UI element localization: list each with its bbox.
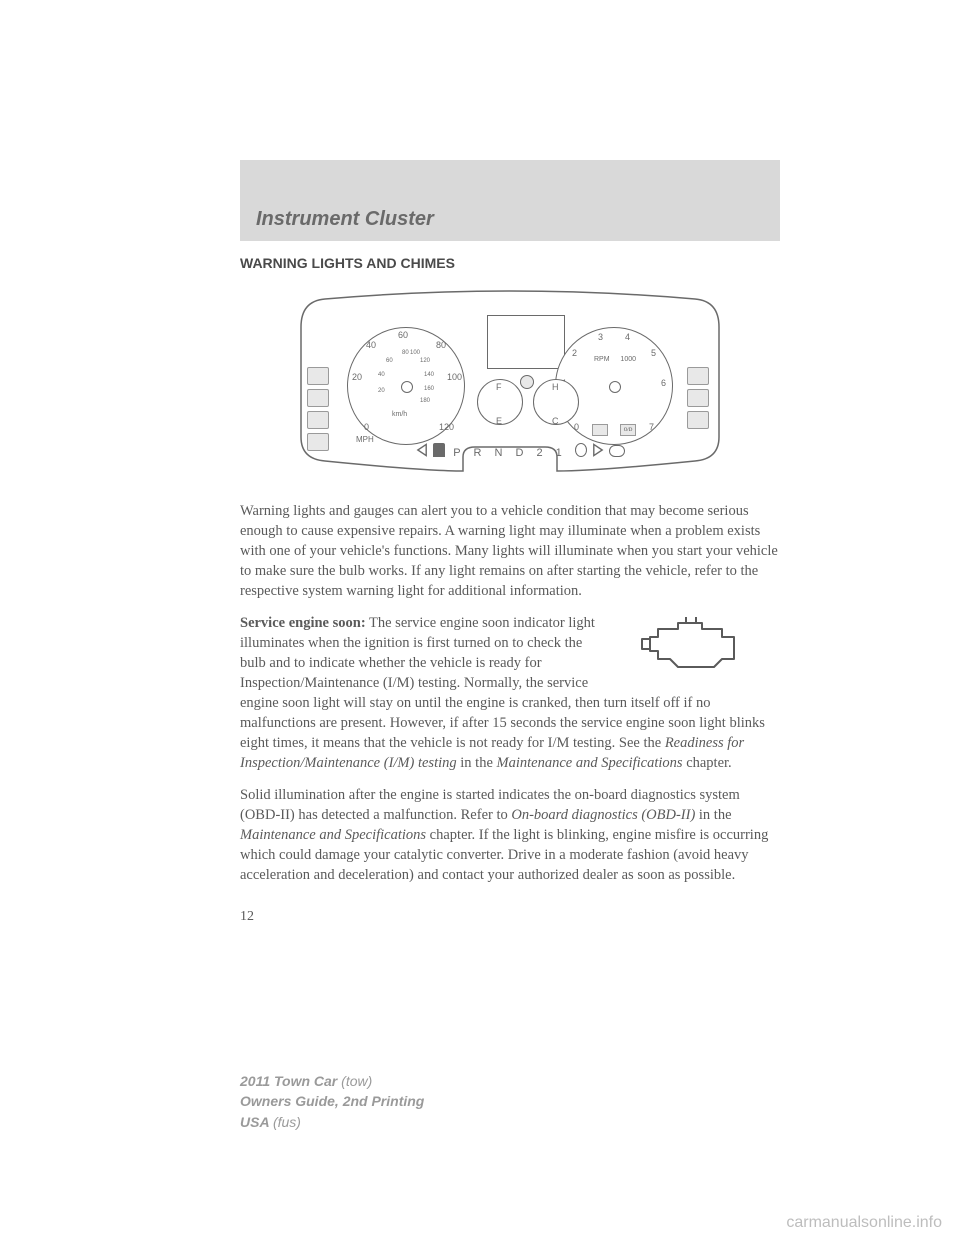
traction-indicator-icon [592,424,608,436]
temperature-gauge: H C [533,379,579,425]
footer: 2011 Town Car (tow) Owners Guide, 2nd Pr… [240,1071,424,1132]
left-indicator-strip [307,367,333,451]
dial-label: 120 [439,422,454,432]
footer-text: (fus) [273,1114,301,1130]
gauge-label: C [552,416,559,426]
body-para-3: Solid illumination after the engine is s… [240,785,780,885]
text: chapter. [683,755,732,771]
dial-label: 140 [424,372,434,378]
service-engine-soon-icon [630,615,750,675]
unit-label: RPM [594,356,610,363]
gauge-label: H [552,382,559,392]
battery-indicator-icon [687,411,709,429]
unit-label: MPH [356,435,374,444]
needle-hub-icon [401,381,413,393]
dial-label: 120 [420,358,430,364]
speedometer-gauge: 0 20 40 60 80 100 120 km/h MPH 20 40 60 … [347,327,465,445]
chapter-header: Instrument Cluster [240,160,780,241]
dial-label: 6 [661,378,666,388]
dial-label: 5 [651,348,656,358]
section-heading: WARNING LIGHTS AND CHIMES [240,255,780,271]
italic-ref: Maintenance and Specifications [497,755,683,771]
dial-label: 60 [398,330,408,340]
footer-line-1: 2011 Town Car (tow) [240,1071,424,1091]
engine-indicator-icon [687,389,709,407]
dial-label: 0 [574,422,579,432]
text: in the [457,755,497,771]
dial-label: 0 [364,422,369,432]
dial-label: 7 [649,422,654,432]
watermark: carmanualsonline.info [786,1214,942,1232]
oil-indicator-icon [687,367,709,385]
footer-bold: USA [240,1114,273,1130]
od-off-indicator-icon: O/D [620,424,636,436]
footer-bold: 2011 Town Car [240,1073,341,1089]
italic-ref: On-board diagnostics (OBD-II) [511,807,695,823]
dial-label: 180 [420,398,430,404]
dial-label: 4 [625,332,630,342]
chapter-title: Instrument Cluster [256,208,764,231]
dial-label: 80 [402,350,409,356]
unit-label: km/h [392,411,407,418]
center-indicator-icon [520,375,534,389]
dial-label: 80 [436,340,446,350]
dial-label: 100 [410,350,420,356]
lead-bold: Service engine soon: [240,615,366,631]
gear-display: P R N D 2 1 [295,447,725,459]
dial-label: 20 [352,372,362,382]
dial-label: 60 [386,358,393,364]
gauge-label: F [496,382,502,392]
needle-hub-icon [609,381,621,393]
info-display [487,315,565,369]
footer-line-2: Owners Guide, 2nd Printing [240,1091,424,1111]
italic-ref: Maintenance and Specifications [240,827,426,843]
page: Instrument Cluster WARNING LIGHTS AND CH… [0,0,960,1242]
dial-label: 100 [447,372,462,382]
text: in the [695,807,731,823]
seatbelt-indicator-icon [307,389,329,407]
gauge-label: E [496,416,502,426]
unit-label: 1000 [620,356,636,363]
dial-label: 20 [378,388,385,394]
dial-label: 3 [598,332,603,342]
fuel-gauge: F E [477,379,523,425]
footer-text: (tow) [341,1073,372,1089]
dial-label: 2 [572,348,577,358]
footer-line-3: USA (fus) [240,1112,424,1132]
right-indicator-strip [687,367,713,429]
page-number: 12 [240,909,780,925]
brake-indicator-icon [307,411,329,429]
dial-label: 40 [378,372,385,378]
dial-label: 40 [366,340,376,350]
body-para-1: Warning lights and gauges can alert you … [240,501,780,601]
dial-label: 160 [424,386,434,392]
body-para-2: Service engine soon: The service engine … [240,613,780,773]
airbag-indicator-icon [307,367,329,385]
instrument-cluster-figure: 0 20 40 60 80 100 120 km/h MPH 20 40 60 … [295,287,725,477]
